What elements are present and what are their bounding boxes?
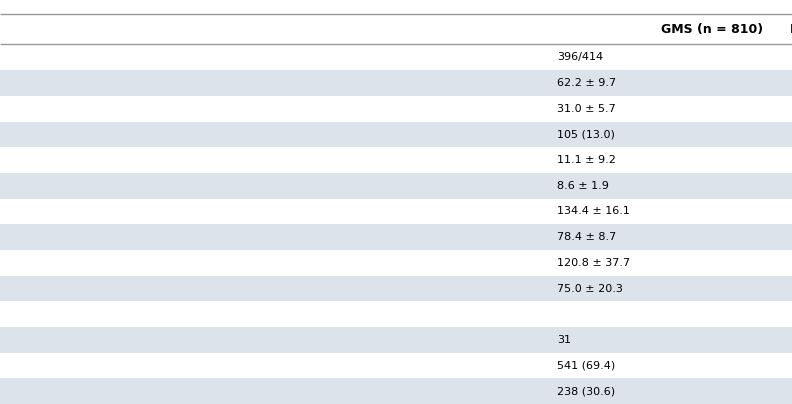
Text: 62.2 ± 9.7: 62.2 ± 9.7 <box>557 78 616 88</box>
Text: 11.1 ± 9.2: 11.1 ± 9.2 <box>557 155 616 165</box>
Text: 238 (30.6): 238 (30.6) <box>557 386 615 396</box>
Bar <box>0 147 792 173</box>
Text: GMS (n = 810): GMS (n = 810) <box>661 23 763 36</box>
Bar <box>0 327 792 353</box>
Text: 8.6 ± 1.9: 8.6 ± 1.9 <box>557 181 609 191</box>
Bar <box>0 379 792 404</box>
Bar <box>0 353 792 379</box>
Bar <box>0 199 792 224</box>
Text: 396/414: 396/414 <box>557 52 603 62</box>
Bar <box>0 173 792 199</box>
Bar <box>0 96 792 122</box>
Bar <box>0 301 792 327</box>
Text: 78.4 ± 8.7: 78.4 ± 8.7 <box>557 232 616 242</box>
Text: 31.0 ± 5.7: 31.0 ± 5.7 <box>557 104 615 114</box>
Bar <box>0 70 792 96</box>
Text: 31: 31 <box>557 335 571 345</box>
Bar <box>0 224 792 250</box>
Bar <box>0 276 792 301</box>
Text: FMS (n = 929): FMS (n = 929) <box>790 23 792 36</box>
Text: 75.0 ± 20.3: 75.0 ± 20.3 <box>557 284 623 294</box>
Text: 105 (13.0): 105 (13.0) <box>557 129 615 139</box>
Bar <box>0 44 792 70</box>
Text: 120.8 ± 37.7: 120.8 ± 37.7 <box>557 258 630 268</box>
Text: 541 (69.4): 541 (69.4) <box>557 361 615 370</box>
Text: 134.4 ± 16.1: 134.4 ± 16.1 <box>557 206 630 217</box>
Bar <box>0 14 792 44</box>
Bar <box>0 250 792 276</box>
Bar <box>0 122 792 147</box>
